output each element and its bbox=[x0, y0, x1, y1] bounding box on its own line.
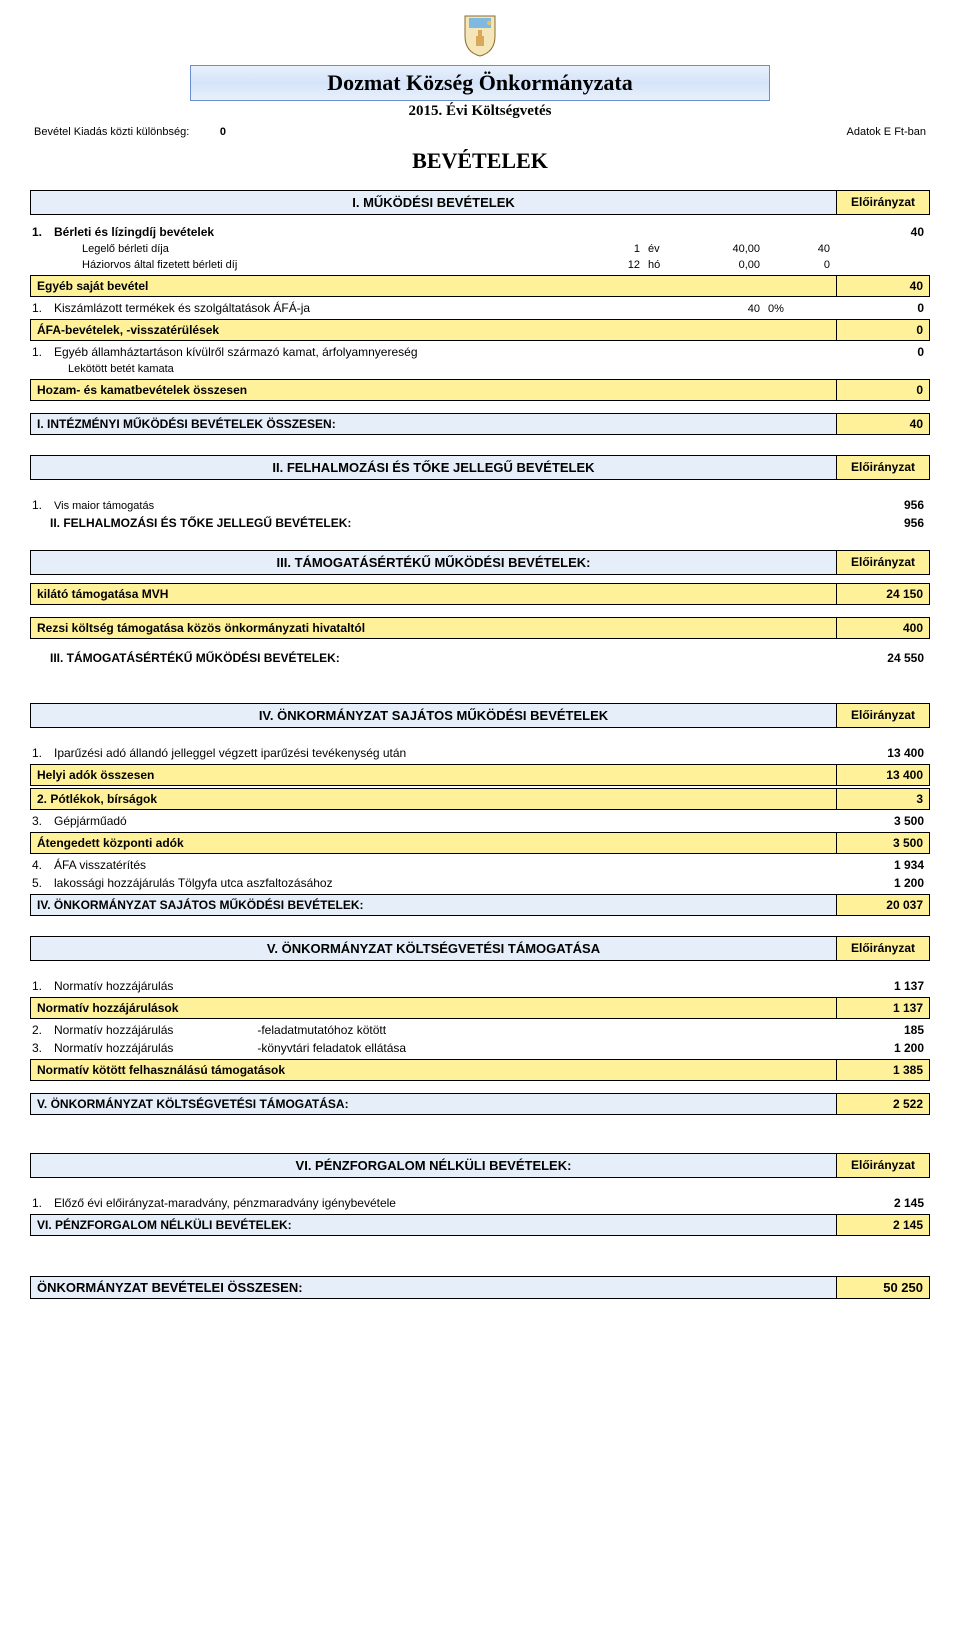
section-4-header: IV. ÖNKORMÁNYZAT SAJÁTOS MŰKÖDÉSI BEVÉTE… bbox=[30, 703, 930, 728]
table-row: 3. Gépjárműadó 3 500 bbox=[30, 812, 930, 830]
section-total-row: II. FELHALMOZÁSI ÉS TŐKE JELLEGŰ BEVÉTEL… bbox=[30, 514, 930, 532]
section-2-header: II. FELHALMOZÁSI ÉS TŐKE JELLEGŰ BEVÉTEL… bbox=[30, 455, 930, 480]
meta-row: Bevétel Kiadás közti különbség: 0 Adatok… bbox=[30, 126, 930, 138]
section-1-label: Előirányzat bbox=[837, 191, 929, 214]
table-row: Háziorvos által fizetett bérleti díj 12 … bbox=[30, 257, 930, 273]
section-6-header: VI. PÉNZFORGALOM NÉLKÜLI BEVÉTELEK: Elői… bbox=[30, 1153, 930, 1178]
table-row: 2. Normatív hozzájárulás -feladatmutatóh… bbox=[30, 1021, 930, 1039]
section-1-header: I. MŰKÖDÉSI BEVÉTELEK Előirányzat bbox=[30, 190, 930, 215]
table-row: Lekötött betét kamata bbox=[30, 361, 930, 377]
year-subtitle: 2015. Évi Költségvetés bbox=[30, 103, 930, 120]
section-3-label: Előirányzat bbox=[837, 551, 929, 574]
section-4-label: Előirányzat bbox=[837, 704, 929, 727]
subtotal-row: Hozam- és kamatbevételek összesen 0 bbox=[30, 379, 930, 401]
section-6-label: Előirányzat bbox=[837, 1154, 929, 1177]
row-subdesc: -feladatmutatóhoz kötött bbox=[257, 1023, 386, 1037]
subtotal-row: 2. Pótlékok, bírságok 3 bbox=[30, 788, 930, 810]
subtotal-row: Átengedett központi adók 3 500 bbox=[30, 832, 930, 854]
section-3-title: III. TÁMOGATÁSÉRTÉKŰ MŰKÖDÉSI BEVÉTELEK: bbox=[31, 551, 837, 574]
section-total-row: V. ÖNKORMÁNYZAT KÖLTSÉGVETÉSI TÁMOGATÁSA… bbox=[30, 1093, 930, 1115]
subtotal-row: Rezsi költség támogatása közös önkormány… bbox=[30, 617, 930, 639]
table-row: 4. ÁFA visszatérítés 1 934 bbox=[30, 856, 930, 874]
table-row: 1. Egyéb államháztartáson kívülről szárm… bbox=[30, 343, 930, 361]
subtotal-row: Helyi adók összesen 13 400 bbox=[30, 764, 930, 786]
table-row: 1. Normatív hozzájárulás 1 137 bbox=[30, 977, 930, 995]
subtotal-row: ÁFA-bevételek, -visszatérülések 0 bbox=[30, 319, 930, 341]
table-row: 1. Előző évi előirányzat-maradvány, pénz… bbox=[30, 1194, 930, 1212]
meta-left-val: 0 bbox=[220, 126, 226, 138]
section-1-title: I. MŰKÖDÉSI BEVÉTELEK bbox=[31, 191, 837, 214]
section-6-title: VI. PÉNZFORGALOM NÉLKÜLI BEVÉTELEK: bbox=[31, 1154, 837, 1177]
budget-document: Dozmat Község Önkormányzata 2015. Évi Kö… bbox=[0, 0, 960, 1331]
section-total-row: III. TÁMOGATÁSÉRTÉKŰ MŰKÖDÉSI BEVÉTELEK:… bbox=[30, 649, 930, 667]
table-row: 5. lakossági hozzájárulás Tölgyfa utca a… bbox=[30, 874, 930, 892]
subtotal-row: Normatív kötött felhasználású támogatáso… bbox=[30, 1059, 930, 1081]
table-row: 1. Vis maior támogatás 956 bbox=[30, 496, 930, 514]
section-total-row: VI. PÉNZFORGALOM NÉLKÜLI BEVÉTELEK: 2 14… bbox=[30, 1214, 930, 1236]
section-total-row: IV. ÖNKORMÁNYZAT SAJÁTOS MŰKÖDÉSI BEVÉTE… bbox=[30, 894, 930, 916]
org-banner: Dozmat Község Önkormányzata bbox=[190, 65, 770, 101]
table-row: 1. Iparűzési adó állandó jelleggel végze… bbox=[30, 744, 930, 762]
subtotal-row: Normatív hozzájárulások 1 137 bbox=[30, 997, 930, 1019]
org-title: Dozmat Község Önkormányzata bbox=[191, 70, 769, 96]
section-5-header: V. ÖNKORMÁNYZAT KÖLTSÉGVETÉSI TÁMOGATÁSA… bbox=[30, 936, 930, 961]
table-row: 1. Kiszámlázott termékek és szolgáltatás… bbox=[30, 299, 930, 317]
row-desc: Normatív hozzájárulás bbox=[54, 1041, 254, 1055]
section-5-label: Előirányzat bbox=[837, 937, 929, 960]
section-2-title: II. FELHALMOZÁSI ÉS TŐKE JELLEGŰ BEVÉTEL… bbox=[31, 456, 837, 479]
table-row: 3. Normatív hozzájárulás -könyvtári fela… bbox=[30, 1039, 930, 1057]
meta-left: Bevétel Kiadás közti különbség: 0 bbox=[34, 126, 226, 138]
meta-right: Adatok E Ft-ban bbox=[847, 126, 927, 138]
meta-left-label: Bevétel Kiadás közti különbség: bbox=[34, 126, 189, 138]
section-3-header: III. TÁMOGATÁSÉRTÉKŰ MŰKÖDÉSI BEVÉTELEK:… bbox=[30, 550, 930, 575]
row-desc: Normatív hozzájárulás bbox=[54, 1023, 254, 1037]
table-row: 1. Bérleti és lízingdíj bevételek 40 bbox=[30, 223, 930, 241]
section-2-label: Előirányzat bbox=[837, 456, 929, 479]
section-4-title: IV. ÖNKORMÁNYZAT SAJÁTOS MŰKÖDÉSI BEVÉTE… bbox=[31, 704, 837, 727]
table-row: Legelő bérleti díja 1 év 40,00 40 bbox=[30, 241, 930, 257]
main-title: BEVÉTELEK bbox=[30, 148, 930, 174]
row-subdesc: -könyvtári feladatok ellátása bbox=[257, 1041, 406, 1055]
section-5-title: V. ÖNKORMÁNYZAT KÖLTSÉGVETÉSI TÁMOGATÁSA bbox=[31, 937, 837, 960]
crest-icon bbox=[30, 10, 930, 61]
grand-total-row: ÖNKORMÁNYZAT BEVÉTELEI ÖSSZESEN: 50 250 bbox=[30, 1276, 930, 1299]
section-total-row: I. INTÉZMÉNYI MŰKÖDÉSI BEVÉTELEK ÖSSZESE… bbox=[30, 413, 930, 435]
subtotal-row: kilátó támogatása MVH 24 150 bbox=[30, 583, 930, 605]
subtotal-row: Egyéb saját bevétel 40 bbox=[30, 275, 930, 297]
